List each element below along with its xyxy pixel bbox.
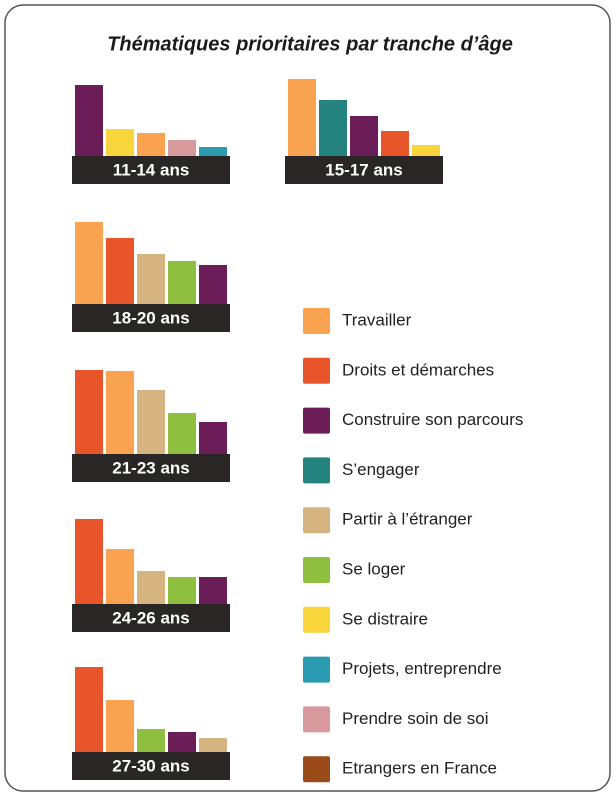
bar: [75, 370, 103, 455]
legend-swatch: [303, 507, 330, 534]
age-label-box: [72, 454, 230, 482]
bar: [75, 222, 103, 305]
age-label: 27-30 ans: [112, 756, 190, 775]
legend-swatch: [303, 706, 330, 733]
bar: [168, 732, 196, 753]
legend-swatch: [303, 308, 330, 334]
bar: [106, 549, 134, 605]
bar: [168, 261, 196, 305]
bar: [412, 145, 440, 157]
legend-label: Se loger: [342, 559, 406, 578]
bar: [199, 738, 227, 753]
legend-swatch: [303, 756, 330, 783]
bar: [168, 140, 196, 157]
bar: [137, 390, 165, 455]
legend-label: Prendre soin de soi: [342, 709, 488, 728]
bar: [75, 667, 103, 753]
legend-label: Etrangers en France: [342, 759, 497, 778]
bar: [106, 371, 134, 455]
legend-label: Partir à l’étranger: [342, 510, 473, 529]
age-label: 11-14 ans: [113, 160, 190, 179]
bar: [168, 577, 196, 605]
bar: [75, 519, 103, 605]
bar: [137, 571, 165, 605]
age-label-box: [72, 752, 230, 780]
legend-swatch: [303, 407, 330, 434]
bar: [106, 238, 134, 305]
age-label-box: [72, 304, 230, 332]
bar: [199, 265, 227, 305]
bar: [106, 700, 134, 753]
age-label-box: [285, 156, 443, 184]
bar: [199, 147, 227, 157]
bar: [168, 413, 196, 455]
title: Thématiques prioritaires par tranche d’â…: [107, 33, 513, 55]
bar: [137, 254, 165, 305]
bar: [381, 131, 409, 157]
bar: [199, 577, 227, 605]
legend-label: Projets, entreprendre: [342, 659, 502, 678]
bar: [288, 79, 316, 157]
age-label: 21-23 ans: [112, 458, 190, 477]
legend-swatch: [303, 357, 330, 384]
legend-label: Travailler: [342, 310, 412, 329]
legend-label: Construire son parcours: [342, 410, 523, 429]
bar: [106, 129, 134, 157]
legend-swatch: [303, 656, 330, 683]
age-label: 18-20 ans: [112, 308, 190, 327]
legend-swatch: [303, 606, 330, 633]
bar: [199, 422, 227, 455]
legend-label: Se distraire: [342, 609, 428, 628]
bar: [137, 133, 165, 157]
legend-swatch: [303, 457, 330, 484]
legend-swatch: [303, 557, 330, 583]
bar: [350, 116, 378, 157]
bar: [319, 100, 347, 157]
bar: [137, 729, 165, 753]
age-label-box: [72, 156, 230, 184]
age-label: 24-26 ans: [112, 608, 190, 627]
legend-label: Droits et démarches: [342, 360, 494, 379]
age-label: 15-17 ans: [325, 160, 403, 179]
age-label-box: [72, 604, 230, 632]
legend-label: S’engager: [342, 460, 420, 479]
bar: [75, 85, 103, 157]
